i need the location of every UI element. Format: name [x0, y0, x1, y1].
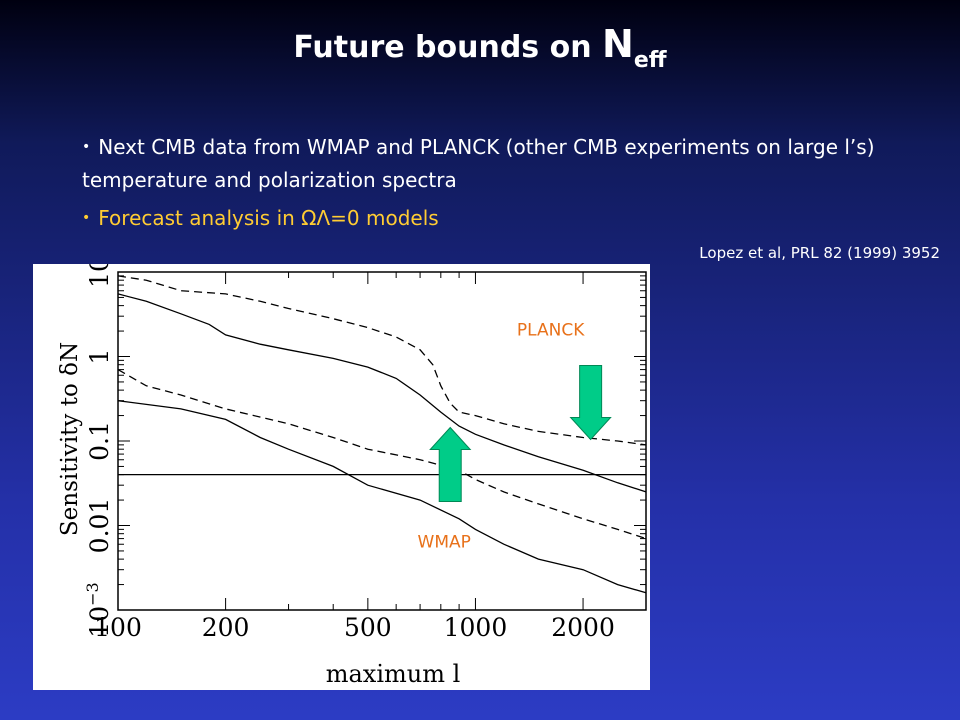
- x-tick-label: 1000: [444, 613, 508, 642]
- title-n: N: [602, 22, 634, 66]
- series-line-2: [117, 275, 647, 446]
- y-tick-label: 10−3: [83, 582, 114, 637]
- bullet-list: • Next CMB data from WMAP and PLANCK (oth…: [82, 132, 882, 244]
- series-line-3: [117, 369, 647, 540]
- title-main: Future bounds on: [293, 30, 603, 65]
- bullet-dot-icon: •: [82, 210, 91, 226]
- slide-title: Future bounds on Neff: [0, 22, 960, 73]
- x-tick-label: 500: [344, 613, 392, 642]
- y-tick-label: 0.1: [85, 421, 114, 461]
- planck-arrow-icon: [569, 365, 612, 441]
- x-tick-label: 200: [202, 613, 250, 642]
- x-tick-label: 2000: [551, 613, 615, 642]
- y-tick-label: 10: [85, 264, 114, 288]
- bullet-dot-icon: •: [82, 139, 91, 155]
- series-line-4: [117, 400, 647, 594]
- wmap-label: WMAP: [418, 533, 471, 553]
- planck-label: PLANCK: [517, 321, 585, 341]
- y-tick-label: 0.01: [85, 498, 114, 554]
- series-line-1: [117, 293, 647, 493]
- x-tick-label: 100: [94, 613, 142, 642]
- y-tick-label: 1: [85, 349, 114, 365]
- sensitivity-chart: 100 200 500 1000 2000 10−3 0.01 0.1 1 10 PLANCK WM…: [33, 264, 650, 690]
- bullet-item-1: • Next CMB data from WMAP and PLANCK (oth…: [82, 132, 882, 195]
- bullet-text-2: Forecast analysis in ΩΛ=0 models: [98, 206, 439, 230]
- y-axis-label: Sensitivity to δN: [57, 342, 83, 536]
- bullet-text-1: Next CMB data from WMAP and PLANCK (othe…: [82, 135, 875, 192]
- bullet-item-2: • Forecast analysis in ΩΛ=0 models: [82, 203, 882, 236]
- title-sub: eff: [633, 48, 667, 73]
- wmap-arrow-icon: [429, 426, 472, 503]
- x-axis-label: maximum l: [326, 660, 461, 688]
- citation: Lopez et al, PRL 82 (1999) 3952: [699, 244, 940, 262]
